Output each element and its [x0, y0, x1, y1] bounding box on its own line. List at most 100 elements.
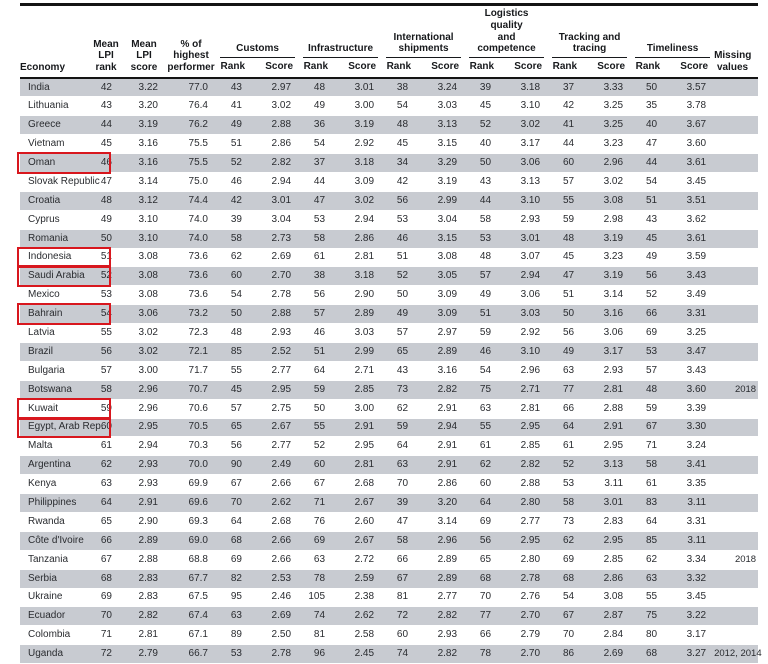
tracking-rank-cell: 86 [548, 644, 585, 664]
intl-shipments-score-cell: 3.04 [418, 209, 466, 230]
logistics-quality-rank-cell: 43 [465, 171, 502, 192]
pct-highest-cell: 72.1 [166, 341, 216, 362]
customs-score-cell: 2.95 [252, 379, 300, 400]
logistics-quality-score-cell: 3.18 [501, 77, 549, 98]
timeliness-score-cell: 3.60 [667, 379, 715, 400]
economy-cell: Kuwait [17, 397, 111, 420]
intl-shipments-score-cell: 3.19 [418, 171, 466, 192]
pct-highest-cell: 67.7 [166, 568, 216, 589]
logistics-quality-rank-cell: 60 [465, 474, 502, 495]
mean-lpi-rank-cell: 65 [90, 511, 122, 532]
infrastructure-score-cell: 3.19 [335, 115, 383, 136]
mean-lpi-score-cell: 3.16 [122, 134, 166, 155]
timeliness-rank-cell: 43 [631, 209, 668, 230]
missing-values-cell [714, 625, 759, 646]
table-row: Brazil 56 3.02 72.1 85 2.52 51 2.99 65 2… [20, 341, 759, 362]
timeliness-rank-cell: 75 [631, 606, 668, 627]
mean-lpi-rank-cell: 69 [90, 587, 122, 608]
tracking-rank-cell: 42 [548, 96, 585, 117]
infrastructure-score-cell: 2.89 [335, 304, 383, 325]
timeliness-rank-cell: 45 [631, 228, 668, 249]
pct-highest-cell: 67.4 [166, 606, 216, 627]
timeliness-score-cell: 3.62 [667, 209, 715, 230]
logistics-quality-rank-cell: 57 [465, 266, 502, 287]
logistics-quality-rank-cell: 39 [465, 77, 502, 98]
mean-lpi-score-cell: 2.91 [122, 493, 166, 513]
customs-rank-cell: 51 [216, 134, 252, 155]
intl-shipments-score-cell: 2.82 [418, 606, 466, 627]
infrastructure-rank-cell: 54 [299, 134, 336, 155]
timeliness-rank-cell: 44 [631, 153, 668, 173]
infrastructure-score-cell: 2.95 [335, 436, 383, 457]
customs-rank-cell: 57 [216, 398, 252, 419]
intl-shipments-rank-cell: 39 [382, 493, 419, 513]
timeliness-score-cell: 3.41 [667, 455, 715, 476]
tracking-rank-cell: 49 [548, 341, 585, 362]
missing-values-cell [714, 153, 759, 173]
infrastructure-score-cell: 3.00 [335, 96, 383, 117]
tracking-rank-cell: 54 [548, 587, 585, 608]
tracking-score-cell: 2.86 [584, 568, 632, 589]
mean-lpi-score-cell: 3.02 [122, 341, 166, 362]
table-row: Botswana 58 2.96 70.7 45 2.95 59 2.85 73… [20, 379, 759, 400]
economy-cell: Mexico [20, 285, 90, 306]
customs-rank-cell: 82 [216, 568, 252, 589]
header-group-customs: Customs [216, 5, 299, 59]
timeliness-score-cell: 3.39 [667, 398, 715, 419]
header-logistics-quality-rank: Rank [465, 58, 502, 79]
pct-highest-cell: 73.6 [166, 266, 216, 287]
mean-lpi-score-cell: 2.81 [122, 625, 166, 646]
pct-highest-cell: 73.6 [166, 285, 216, 306]
tracking-rank-cell: 45 [548, 247, 585, 268]
table-body: India 42 3.22 77.0 43 2.97 48 3.01 38 3.… [17, 77, 762, 664]
tracking-score-cell: 3.25 [584, 115, 632, 136]
header-group-international-shipments: International shipments [382, 5, 465, 59]
timeliness-rank-cell: 58 [631, 455, 668, 476]
intl-shipments-score-cell: 3.20 [418, 493, 466, 513]
timeliness-rank-cell: 59 [631, 398, 668, 419]
intl-shipments-score-cell: 3.14 [418, 511, 466, 532]
logistics-quality-rank-cell: 69 [465, 511, 502, 532]
pct-highest-cell: 73.6 [166, 247, 216, 268]
infrastructure-rank-cell: 76 [299, 511, 336, 532]
header-timeliness-rank: Rank [631, 58, 668, 79]
logistics-quality-score-cell: 2.80 [501, 493, 549, 513]
logistics-quality-score-cell: 3.02 [501, 115, 549, 136]
infrastructure-score-cell: 3.00 [335, 398, 383, 419]
missing-values-cell [714, 493, 759, 513]
tracking-score-cell: 2.83 [584, 511, 632, 532]
customs-score-cell: 2.73 [252, 228, 300, 249]
timeliness-score-cell: 3.57 [667, 77, 715, 98]
mean-lpi-rank-cell: 68 [90, 568, 122, 589]
mean-lpi-score-cell: 3.08 [122, 266, 166, 287]
customs-score-cell: 2.77 [252, 436, 300, 457]
mean-lpi-rank-cell: 48 [90, 190, 122, 211]
economy-cell: Uganda [20, 644, 90, 664]
customs-score-cell: 2.46 [252, 587, 300, 608]
tracking-score-cell: 3.11 [584, 474, 632, 495]
customs-rank-cell: 39 [216, 209, 252, 230]
mean-lpi-rank-cell: 55 [90, 323, 122, 343]
customs-rank-cell: 89 [216, 625, 252, 646]
lpi-table: Economy Mean LPI rank Mean LPI score % o… [17, 3, 762, 664]
table-row: Lithuania 43 3.20 76.4 41 3.02 49 3.00 5… [20, 96, 759, 117]
logistics-quality-rank-cell: 52 [465, 115, 502, 136]
economy-label: Kenya [28, 478, 57, 490]
table-row: Egypt, Arab Rep. 60 2.95 70.5 65 2.67 55… [17, 416, 759, 439]
mean-lpi-score-cell: 3.16 [122, 153, 166, 173]
mean-lpi-score-cell: 2.96 [122, 379, 166, 400]
infrastructure-score-cell: 2.58 [335, 625, 383, 646]
logistics-quality-rank-cell: 59 [465, 323, 502, 343]
economy-label: Greece [28, 119, 61, 131]
timeliness-rank-cell: 83 [631, 493, 668, 513]
table-row: Côte d'Ivoire 66 2.89 69.0 68 2.66 69 2.… [20, 530, 759, 551]
infrastructure-rank-cell: 59 [299, 379, 336, 400]
economy-label: Lithuania [28, 100, 69, 112]
mean-lpi-score-cell: 3.12 [122, 190, 166, 211]
intl-shipments-score-cell: 3.13 [418, 115, 466, 136]
logistics-quality-rank-cell: 64 [465, 493, 502, 513]
infrastructure-rank-cell: 69 [299, 530, 336, 551]
intl-shipments-rank-cell: 66 [382, 549, 419, 570]
timeliness-score-cell: 3.47 [667, 341, 715, 362]
economy-cell: Ecuador [20, 606, 90, 627]
